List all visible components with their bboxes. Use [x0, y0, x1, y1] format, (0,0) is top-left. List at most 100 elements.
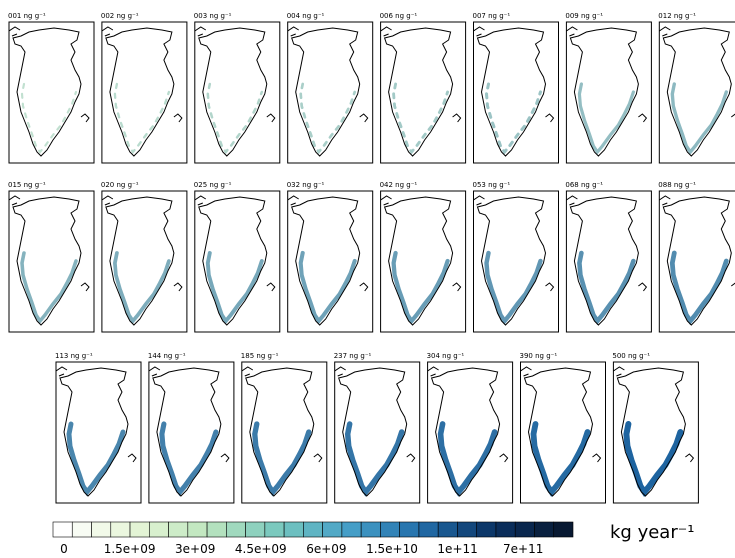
island	[638, 282, 648, 292]
map-panel: 500 ng g⁻¹	[612, 352, 699, 504]
coastline	[616, 367, 686, 497]
island	[545, 113, 555, 123]
melt-band	[577, 250, 636, 325]
melt-band	[437, 421, 498, 497]
map-panel: 002 ng g⁻¹	[101, 12, 188, 164]
colorbar-cell	[418, 521, 439, 538]
panel-title: 015 ng g⁻¹	[8, 181, 46, 189]
coastline	[569, 196, 639, 326]
map-content	[56, 362, 141, 503]
island	[287, 195, 299, 206]
island	[148, 366, 161, 377]
panel-frame	[8, 21, 95, 164]
map-content	[613, 362, 699, 503]
panel-title: 053 ng g⁻¹	[473, 181, 511, 189]
map-content	[566, 191, 652, 332]
panel-frame	[658, 21, 735, 164]
panel-title: 007 ng g⁻¹	[473, 12, 511, 20]
island	[80, 282, 90, 292]
melt-band	[113, 251, 171, 325]
colorbar-label: 1e+11	[437, 542, 477, 556]
island	[730, 113, 735, 118]
map-panel: 032 ng g⁻¹	[287, 181, 374, 333]
panel-frame	[148, 361, 235, 504]
panel-title: 390 ng g⁻¹	[520, 352, 558, 360]
melt-band	[484, 250, 543, 325]
island	[452, 282, 462, 292]
island	[101, 195, 114, 206]
coastline	[476, 27, 547, 157]
island	[241, 366, 254, 377]
map-panel: 113 ng g⁻¹	[55, 352, 142, 504]
colorbar-cell	[110, 521, 131, 538]
map-content	[9, 191, 94, 332]
panel-title: 500 ng g⁻¹	[612, 352, 650, 360]
colorbar-cell	[71, 521, 92, 538]
map-panel: 053 ng g⁻¹	[473, 181, 559, 333]
coastline	[198, 27, 268, 157]
colorbar-cell	[168, 521, 189, 538]
melt-band	[392, 82, 450, 155]
colorbar-cell	[495, 521, 516, 538]
colorbar-cell	[457, 521, 478, 538]
island	[427, 366, 439, 377]
map-background	[194, 22, 280, 163]
panel-frame	[287, 21, 374, 164]
panel-frame	[194, 190, 281, 333]
coastline	[383, 196, 454, 326]
colorbar-cell	[534, 521, 555, 538]
map-content	[520, 362, 606, 503]
map-panel: 390 ng g⁻¹	[520, 352, 606, 504]
island	[406, 453, 416, 463]
map-content	[473, 22, 559, 163]
panel-title: 068 ng g⁻¹	[565, 181, 603, 189]
map-panel: 042 ng g⁻¹	[380, 181, 467, 333]
panel-title: 012 ng g⁻¹	[658, 12, 696, 20]
colorbar-label: 4.5e+09	[235, 542, 287, 556]
island	[80, 113, 90, 123]
panel-title: 020 ng g⁻¹	[101, 181, 139, 189]
island	[730, 282, 735, 287]
map-panel: 185 ng g⁻¹	[241, 352, 328, 504]
map-content	[194, 22, 280, 163]
melt-band	[670, 82, 728, 155]
panel-frame	[101, 21, 188, 164]
colorbar-cell	[322, 521, 343, 538]
map-content	[473, 191, 559, 332]
coastline	[291, 27, 361, 157]
panel-frame	[473, 21, 559, 164]
melt-band	[252, 421, 312, 497]
panel-frame	[565, 190, 652, 333]
colorbar-cell	[129, 521, 150, 538]
island	[638, 113, 648, 123]
melt-band	[113, 82, 171, 154]
panel-frame	[287, 190, 374, 333]
map-panel: 237 ng g⁻¹	[334, 352, 421, 504]
colorbar-cell	[303, 521, 323, 538]
island	[220, 453, 230, 463]
panel-frame	[55, 361, 142, 504]
panel-frame	[473, 190, 559, 333]
panel-frame	[565, 21, 652, 164]
map-panel: 015 ng g⁻¹	[8, 181, 95, 333]
island	[685, 453, 695, 463]
map-background	[287, 22, 373, 163]
island	[266, 113, 276, 123]
island	[473, 26, 485, 37]
island	[566, 26, 578, 37]
island	[473, 195, 485, 206]
island	[194, 26, 207, 37]
coastline	[476, 196, 547, 326]
melt-band	[623, 421, 684, 498]
map-content	[9, 22, 94, 163]
melt-band	[298, 250, 357, 325]
melt-band	[530, 421, 591, 497]
panel-frame	[8, 190, 95, 333]
map-content	[194, 191, 280, 332]
island	[566, 195, 578, 206]
panel-title: 032 ng g⁻¹	[287, 181, 325, 189]
colorbar-cell	[341, 521, 362, 538]
colorbar-cell	[553, 521, 574, 538]
melt-band	[391, 250, 450, 325]
